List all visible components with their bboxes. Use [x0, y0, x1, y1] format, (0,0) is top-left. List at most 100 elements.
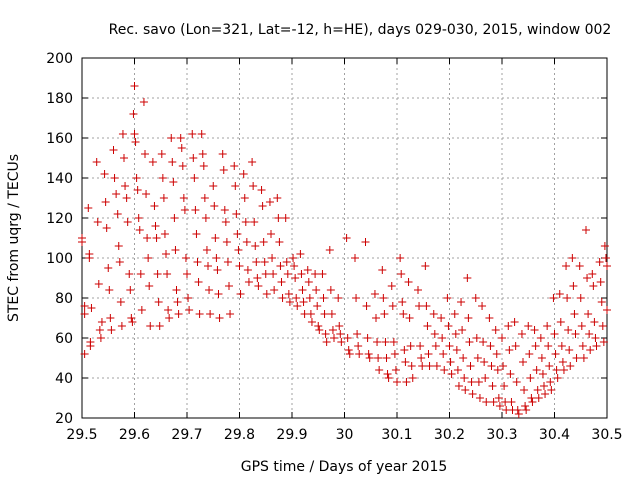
data-point [365, 354, 374, 362]
data-point [453, 366, 462, 374]
data-point [198, 150, 207, 158]
data-point [201, 214, 210, 222]
data-point [530, 326, 539, 334]
data-point [506, 370, 515, 378]
data-point [354, 342, 363, 350]
data-point [551, 350, 560, 358]
data-point [327, 310, 336, 318]
data-point [85, 250, 94, 258]
data-point [510, 318, 519, 326]
data-point [296, 250, 305, 258]
data-point [123, 218, 132, 226]
data-point [491, 326, 500, 334]
data-point [378, 266, 387, 274]
data-point [129, 110, 138, 118]
data-point [546, 378, 555, 386]
data-point [297, 270, 306, 278]
data-point [562, 262, 571, 270]
data-point [526, 374, 535, 382]
data-point [133, 186, 142, 194]
data-point [418, 362, 427, 370]
y-tick-label: 180 [46, 91, 73, 107]
data-point [242, 238, 251, 246]
data-point [78, 234, 86, 242]
x-tick-label: 30.3 [486, 427, 517, 443]
data-point [106, 314, 115, 322]
data-point [380, 310, 389, 318]
data-point [424, 350, 433, 358]
data-point [273, 194, 282, 202]
data-point [265, 198, 274, 206]
data-point [555, 290, 564, 298]
data-point [382, 354, 391, 362]
data-point [160, 230, 169, 238]
data-point [569, 282, 578, 290]
data-point [235, 262, 244, 270]
data-point [402, 378, 411, 386]
data-point [80, 302, 89, 310]
y-axis-ticks: 20 40 60 80 100 120 140 160 180 200 [46, 51, 607, 427]
data-point [262, 290, 271, 298]
data-point [211, 234, 220, 242]
data-point [290, 262, 299, 270]
data-point [557, 342, 566, 350]
data-point [492, 350, 501, 358]
data-point [563, 294, 572, 302]
data-point [168, 158, 177, 166]
data-point [600, 242, 609, 250]
data-point [257, 186, 266, 194]
data-point [188, 130, 197, 138]
data-point [334, 294, 343, 302]
data-point [485, 314, 494, 322]
data-point [144, 254, 153, 262]
data-point [342, 234, 351, 242]
data-point [312, 286, 321, 294]
x-tick-label: 29.5 [66, 427, 97, 443]
data-point [566, 362, 575, 370]
data-point [259, 238, 268, 246]
data-point [595, 258, 604, 266]
data-point [234, 246, 243, 254]
data-point [218, 150, 227, 158]
data-point [193, 258, 202, 266]
data-point [471, 294, 480, 302]
data-point [345, 350, 354, 358]
data-point [179, 194, 188, 202]
data-point [578, 342, 587, 350]
data-point [370, 290, 379, 298]
data-point [487, 362, 496, 370]
data-point [163, 270, 172, 278]
data-point [223, 258, 232, 266]
data-point [96, 334, 105, 342]
data-point [282, 258, 291, 266]
data-point [127, 314, 136, 322]
data-point [489, 398, 498, 406]
data-point [556, 318, 565, 326]
data-point [537, 354, 546, 362]
data-point [291, 274, 300, 282]
data-point [260, 258, 269, 266]
chart-title: Rec. savo (Lon=321, Lat=-12, h=HE), days… [109, 22, 612, 38]
data-point [438, 334, 447, 342]
data-point [84, 204, 93, 212]
data-point [474, 378, 483, 386]
data-point [461, 386, 470, 394]
data-point [307, 318, 316, 326]
data-point [525, 350, 534, 358]
data-point [172, 286, 181, 294]
data-point [176, 134, 185, 142]
data-point [559, 366, 568, 374]
data-point [414, 286, 422, 294]
data-point [139, 98, 148, 106]
data-point [541, 390, 550, 398]
data-point [122, 194, 131, 202]
data-point [390, 350, 399, 358]
data-point [105, 286, 114, 294]
data-point [164, 306, 173, 314]
data-point [318, 270, 327, 278]
data-point [527, 394, 536, 402]
y-tick-label: 80 [55, 291, 73, 307]
data-point [97, 318, 106, 326]
data-point [603, 306, 611, 314]
